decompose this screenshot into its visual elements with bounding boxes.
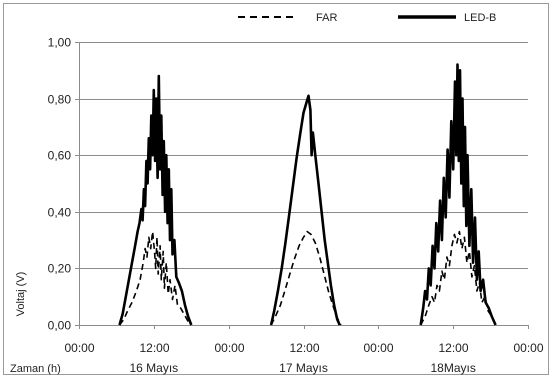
y-tick-label: 0,40 [48,206,72,220]
y-tick-label: 0,80 [48,93,72,107]
x-tick-label: 00:00 [64,341,94,355]
led-b-series-line [118,74,193,326]
y-tick-label: 0,20 [48,262,72,276]
day-label: 17 Mayıs [279,361,328,375]
series-lines [118,63,497,326]
led-b-series-line [269,94,341,326]
y-tick-label: 0,60 [48,149,72,163]
day-label: 18Mayıs [430,361,475,375]
far-series-line [419,230,497,326]
x-tick-label: 12:00 [438,341,468,355]
day-label: 16 Mayıs [129,361,178,375]
far-series-line [118,230,191,326]
y-tick-label: 1,00 [48,36,72,50]
x-tick-label: 12:00 [289,341,319,355]
y-tick-label: 0,00 [48,319,72,333]
x-tick-label: 00:00 [363,341,393,355]
x-tick-label: 00:00 [214,341,244,355]
x-tick-label: 00:00 [513,341,543,355]
y-axis-label: Voltaj (V) [15,272,27,317]
led-b-series-line [419,63,497,326]
x-tick-label: 12:00 [139,341,169,355]
legend-ledb-label: LED-B [464,12,496,24]
x-axis-label: Zaman (h) [10,363,61,375]
legend: FAR LED-B [238,12,496,24]
far-series-line [270,230,342,326]
axes: 0,00 0,20 0,40 0,60 0,80 1,00 00:00 12:00 00:00 1… [48,36,544,376]
legend-far-label: FAR [316,12,337,24]
